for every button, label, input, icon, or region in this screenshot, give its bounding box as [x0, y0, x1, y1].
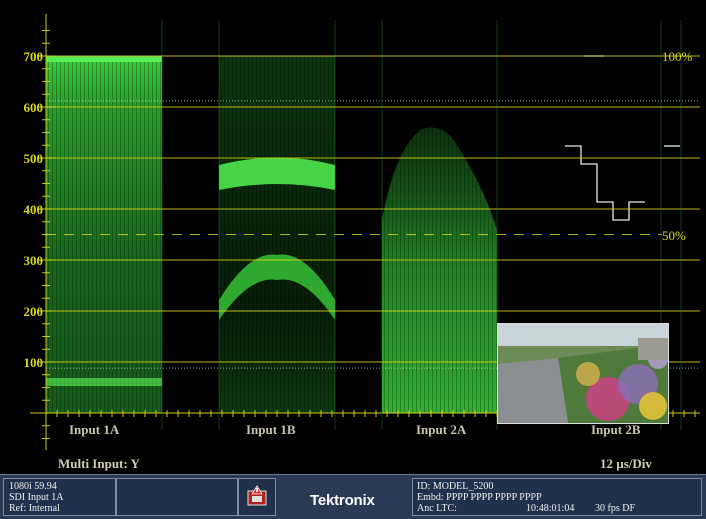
anc-ltc-time: 10:48:01:04 — [526, 503, 575, 514]
embedded-audio: Embd: PPPP PPPP PPPP PPPP — [417, 492, 542, 503]
sweep-rate-label: 12 µs/Div — [600, 456, 652, 471]
status-cell-empty — [116, 478, 238, 516]
y-tick-label-400: 400 — [23, 202, 44, 217]
y-tick-label-300: 300 — [23, 253, 44, 268]
trace-input-2b — [565, 55, 680, 221]
y-tick-label-600: 600 — [23, 100, 44, 115]
input-2a-label: Input 2A — [416, 422, 467, 437]
id-timecode-panel: ID: MODEL_5200 Embd: PPPP PPPP PPPP PPPP… — [412, 478, 702, 516]
video-format: 1080i 59.94 — [9, 481, 57, 492]
signal-info-panel: 1080i 59.94 SDI Input 1A Ref: Internal — [3, 478, 116, 516]
anc-ltc-label: Anc LTC: — [417, 503, 457, 514]
y-tick-label-500: 500 — [23, 151, 44, 166]
frame-rate: 30 fps DF — [595, 503, 636, 514]
percent-50-label: 50% — [662, 228, 686, 243]
picture-thumbnail — [497, 323, 669, 424]
alarm-icon[interactable] — [246, 485, 268, 507]
display-mode-label: Multi Input: Y — [58, 456, 140, 471]
trace-input-2a — [382, 127, 497, 413]
reference-source: Ref: Internal — [9, 503, 60, 514]
y-tick-label-200: 200 — [23, 304, 44, 319]
y-tick-label-100: 100 — [23, 355, 44, 370]
input-source: SDI Input 1A — [9, 492, 64, 503]
alarm-panel[interactable] — [238, 478, 276, 516]
trace-input-1b — [219, 56, 335, 413]
tektronix-logo: Tektronix — [310, 492, 375, 509]
input-2b-label: Input 2B — [591, 422, 641, 437]
input-1b-label: Input 1B — [246, 422, 296, 437]
y-tick-label-700: 700 — [23, 49, 44, 64]
model-id: ID: MODEL_5200 — [417, 481, 494, 492]
percent-100-label: 100% — [662, 49, 693, 64]
status-bar: 1080i 59.94 SDI Input 1A Ref: Internal T… — [0, 474, 706, 519]
input-1a-label: Input 1A — [69, 422, 120, 437]
